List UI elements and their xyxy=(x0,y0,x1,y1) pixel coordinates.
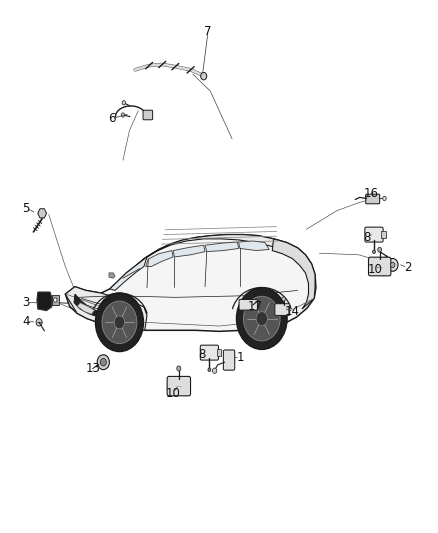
Circle shape xyxy=(177,366,181,371)
Text: 6: 6 xyxy=(108,112,116,125)
Polygon shape xyxy=(272,239,315,309)
FancyBboxPatch shape xyxy=(366,194,380,204)
Text: 1: 1 xyxy=(236,351,244,365)
FancyBboxPatch shape xyxy=(143,110,152,120)
Circle shape xyxy=(95,293,144,352)
FancyBboxPatch shape xyxy=(200,345,219,360)
Text: 7: 7 xyxy=(205,25,212,38)
Text: 13: 13 xyxy=(86,362,101,375)
Polygon shape xyxy=(74,294,99,317)
Circle shape xyxy=(53,298,57,302)
Polygon shape xyxy=(109,273,115,278)
Polygon shape xyxy=(65,235,316,332)
FancyBboxPatch shape xyxy=(217,349,221,356)
Circle shape xyxy=(201,72,207,80)
Circle shape xyxy=(122,101,126,105)
Polygon shape xyxy=(136,235,311,269)
Polygon shape xyxy=(65,287,147,330)
Polygon shape xyxy=(37,292,52,311)
FancyBboxPatch shape xyxy=(368,257,391,276)
Text: 10: 10 xyxy=(368,263,383,276)
Circle shape xyxy=(36,319,42,326)
Circle shape xyxy=(256,312,268,326)
Polygon shape xyxy=(52,295,59,305)
Text: 2: 2 xyxy=(404,261,411,274)
Circle shape xyxy=(372,250,375,254)
Text: 16: 16 xyxy=(364,187,378,200)
Polygon shape xyxy=(239,241,269,251)
Text: 4: 4 xyxy=(22,316,30,328)
FancyBboxPatch shape xyxy=(223,350,235,370)
Text: 8: 8 xyxy=(198,348,205,361)
Circle shape xyxy=(212,368,217,373)
Circle shape xyxy=(388,259,398,271)
FancyBboxPatch shape xyxy=(167,376,191,396)
FancyBboxPatch shape xyxy=(275,304,290,316)
Circle shape xyxy=(97,355,110,369)
FancyBboxPatch shape xyxy=(365,227,383,242)
Text: 14: 14 xyxy=(285,305,300,318)
Circle shape xyxy=(237,288,287,350)
Text: 5: 5 xyxy=(22,201,30,214)
Text: 3: 3 xyxy=(22,296,30,309)
Polygon shape xyxy=(173,245,205,257)
Circle shape xyxy=(121,113,125,117)
Text: 17: 17 xyxy=(247,300,262,313)
Text: 8: 8 xyxy=(363,231,370,244)
Circle shape xyxy=(244,296,280,341)
Text: 10: 10 xyxy=(166,386,180,400)
FancyBboxPatch shape xyxy=(239,300,258,310)
Circle shape xyxy=(102,301,137,344)
Polygon shape xyxy=(146,251,173,266)
Polygon shape xyxy=(205,242,239,252)
Circle shape xyxy=(100,359,106,366)
Circle shape xyxy=(383,196,386,200)
Circle shape xyxy=(378,247,381,252)
Circle shape xyxy=(282,297,286,301)
Circle shape xyxy=(208,368,211,372)
Polygon shape xyxy=(77,303,95,314)
Polygon shape xyxy=(38,209,46,218)
Circle shape xyxy=(391,262,395,268)
Polygon shape xyxy=(110,257,147,290)
FancyBboxPatch shape xyxy=(381,231,386,238)
Circle shape xyxy=(114,316,125,329)
